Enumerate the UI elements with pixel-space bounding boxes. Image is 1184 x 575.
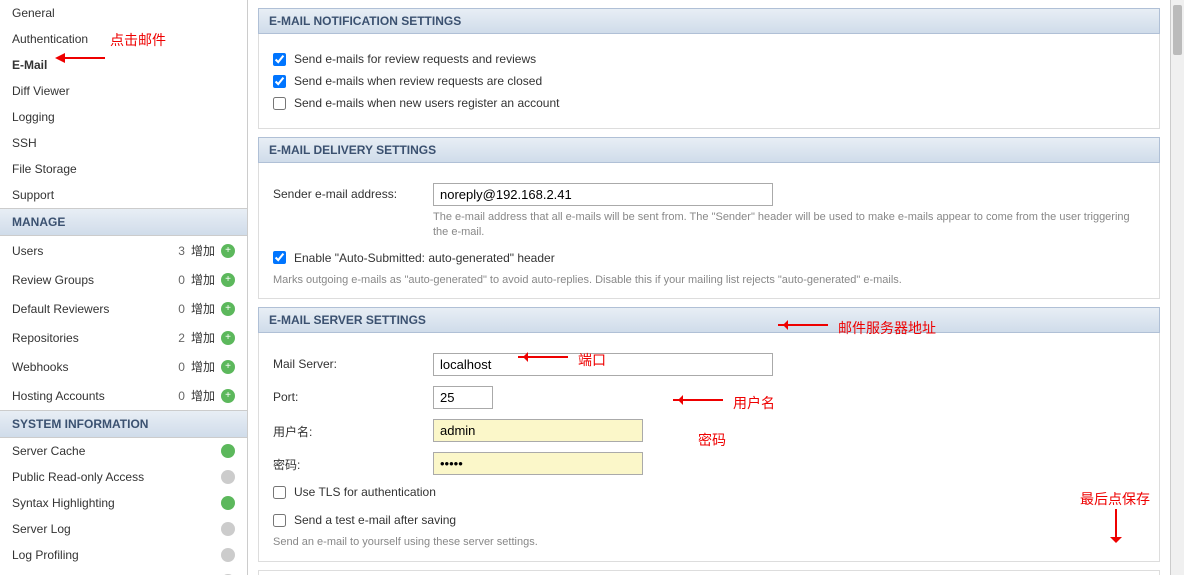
delivery-header: E-MAIL DELIVERY SETTINGS — [258, 137, 1160, 163]
auto-submitted-checkbox[interactable] — [273, 251, 286, 264]
username-input[interactable] — [433, 419, 643, 442]
sender-hint: The e-mail address that all e-mails will… — [433, 210, 1145, 241]
sysinfo-header: SYSTEM INFORMATION — [0, 410, 247, 438]
anno-save-arrow — [1110, 509, 1122, 549]
manage-header: MANAGE — [0, 208, 247, 236]
add-icon[interactable]: + — [221, 360, 235, 374]
sysinfo-item-server-log[interactable]: Server Log — [0, 516, 247, 542]
add-icon[interactable]: + — [221, 331, 235, 345]
sysinfo-item-syntax-highlighting[interactable]: Syntax Highlighting — [0, 490, 247, 516]
status-icon — [221, 548, 235, 562]
status-icon — [221, 522, 235, 536]
sidebar-item-ssh[interactable]: SSH — [0, 130, 247, 156]
main-content: E-MAIL NOTIFICATION SETTINGS Send e-mail… — [248, 0, 1170, 575]
test-email-label: Send a test e-mail after saving — [294, 513, 456, 527]
sysinfo-item-log-profiling[interactable]: Log Profiling — [0, 542, 247, 568]
tls-label: Use TLS for authentication — [294, 485, 436, 499]
password-label: 密码: — [273, 452, 433, 473]
sysinfo-item-server-cache[interactable]: Server Cache — [0, 438, 247, 464]
sidebar: GeneralAuthenticationE-MailDiff ViewerLo… — [0, 0, 248, 575]
server-header: E-MAIL SERVER SETTINGS — [258, 307, 1160, 333]
mailserver-label: Mail Server: — [273, 353, 433, 371]
sender-input[interactable] — [433, 183, 773, 206]
add-icon[interactable]: + — [221, 389, 235, 403]
notif-check-0[interactable] — [273, 53, 286, 66]
password-input[interactable] — [433, 452, 643, 475]
sysinfo-item-public-read-only-access[interactable]: Public Read-only Access — [0, 464, 247, 490]
notif-check-label-1: Send e-mails when review requests are cl… — [294, 74, 542, 88]
status-icon — [221, 496, 235, 510]
notif-check-2[interactable] — [273, 97, 286, 110]
sender-label: Sender e-mail address: — [273, 183, 433, 201]
scroll-thumb[interactable] — [1173, 5, 1182, 55]
username-label: 用户名: — [273, 419, 433, 440]
port-label: Port: — [273, 386, 433, 404]
mailserver-input[interactable] — [433, 353, 773, 376]
scrollbar[interactable] — [1170, 0, 1184, 575]
sidebar-item-logging[interactable]: Logging — [0, 104, 247, 130]
sidebar-item-diff-viewer[interactable]: Diff Viewer — [0, 78, 247, 104]
auto-submitted-hint: Marks outgoing e-mails as "auto-generate… — [273, 273, 1145, 288]
manage-item-webhooks[interactable]: Webhooks0增加+ — [0, 352, 247, 381]
sidebar-item-support[interactable]: Support — [0, 182, 247, 208]
auto-submitted-label: Enable "Auto-Submitted: auto-generated" … — [294, 251, 555, 265]
sidebar-item-e-mail[interactable]: E-Mail — [0, 52, 247, 78]
add-icon[interactable]: + — [221, 302, 235, 316]
status-icon — [221, 470, 235, 484]
manage-item-review-groups[interactable]: Review Groups0增加+ — [0, 265, 247, 294]
manage-item-default-reviewers[interactable]: Default Reviewers0增加+ — [0, 294, 247, 323]
test-email-hint: Send an e-mail to yourself using these s… — [273, 535, 1145, 550]
status-icon — [221, 444, 235, 458]
delivery-body: Sender e-mail address: The e-mail addres… — [258, 163, 1160, 299]
manage-item-users[interactable]: Users3增加+ — [0, 236, 247, 265]
notif-check-1[interactable] — [273, 75, 286, 88]
sysinfo-item-review-e-mails[interactable]: Review E-mails — [0, 568, 247, 575]
add-icon[interactable]: + — [221, 244, 235, 258]
add-icon[interactable]: + — [221, 273, 235, 287]
notification-body: Send e-mails for review requests and rev… — [258, 34, 1160, 129]
test-email-checkbox[interactable] — [273, 514, 286, 527]
notif-check-label-2: Send e-mails when new users register an … — [294, 96, 559, 110]
footer: 保存 — [258, 570, 1160, 575]
port-input[interactable] — [433, 386, 493, 409]
sidebar-item-authentication[interactable]: Authentication — [0, 26, 247, 52]
server-body: Mail Server: Port: 用户名: 密码: Use TLS for … — [258, 333, 1160, 561]
notification-header: E-MAIL NOTIFICATION SETTINGS — [258, 8, 1160, 34]
sidebar-item-general[interactable]: General — [0, 0, 247, 26]
manage-item-hosting-accounts[interactable]: Hosting Accounts0增加+ — [0, 381, 247, 410]
manage-item-repositories[interactable]: Repositories2增加+ — [0, 323, 247, 352]
tls-checkbox[interactable] — [273, 486, 286, 499]
notif-check-label-0: Send e-mails for review requests and rev… — [294, 52, 536, 66]
sidebar-item-file-storage[interactable]: File Storage — [0, 156, 247, 182]
